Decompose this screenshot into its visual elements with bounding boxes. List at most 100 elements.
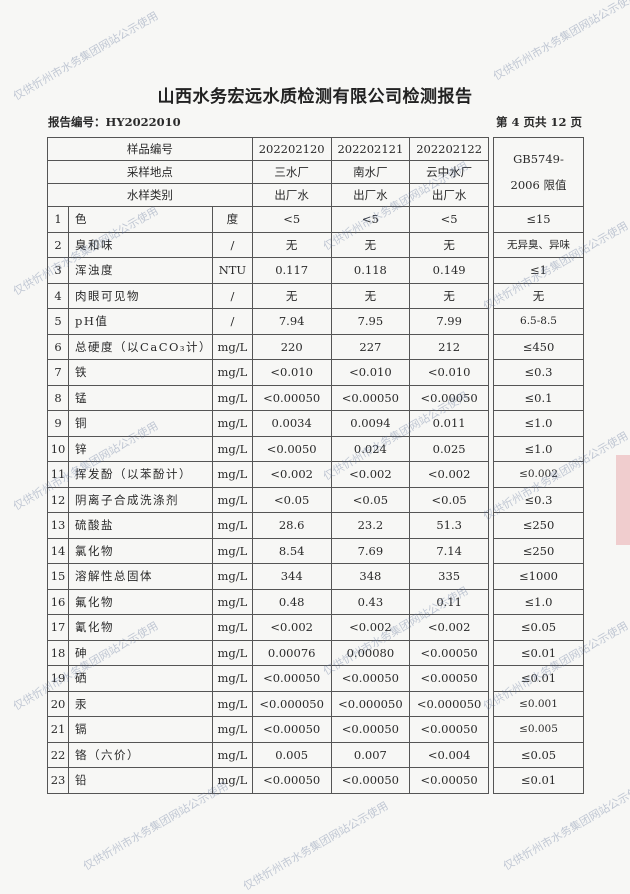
unit: mg/L [212, 486, 253, 513]
unit: mg/L [212, 665, 253, 692]
value-sample-2: <0.000050 [330, 690, 411, 717]
limit-value: ≤0.002 [493, 461, 584, 488]
limit-row: ≤0.001 [493, 690, 584, 717]
row-number: 19 [46, 665, 70, 692]
item-name: 硫酸盐 [68, 512, 214, 539]
unit: mg/L [212, 716, 253, 743]
value-sample-3: <0.010 [409, 359, 489, 386]
row-number: 4 [46, 282, 70, 309]
unit: mg/L [212, 537, 253, 564]
value-sample-3: 335 [409, 563, 489, 590]
sample-id: 202202120 [251, 137, 332, 161]
limit-value: ≤250 [493, 512, 584, 539]
limit-row: ≤1.0 [493, 588, 584, 615]
limit-row: 6.5-8.5 [493, 308, 584, 335]
limit-row: ≤0.002 [493, 461, 584, 488]
limit-row: ≤0.005 [493, 716, 584, 743]
unit: mg/L [212, 410, 253, 437]
item-name: 锰 [68, 384, 214, 411]
value-sample-2: 0.118 [330, 257, 411, 284]
unit: / [212, 308, 253, 335]
value-sample-2: 7.69 [330, 537, 411, 564]
limit-value: ≤0.01 [493, 767, 584, 794]
value-sample-1: <0.010 [251, 359, 332, 386]
value-sample-1: 0.0034 [251, 410, 332, 437]
item-name: 锌 [68, 435, 214, 462]
sample-site: 云中水厂 [409, 160, 489, 184]
limit-header-line1: GB5749- [513, 152, 564, 166]
limit-row: ≤450 [493, 333, 584, 360]
value-sample-2: <0.00050 [330, 716, 411, 743]
unit: mg/L [212, 435, 253, 462]
value-sample-3: 无 [409, 231, 489, 258]
table-row: 15 溶解性总固体 mg/L 344 348 335 [46, 563, 489, 590]
limit-value: ≤15 [493, 206, 584, 233]
sample-type: 出厂水 [251, 183, 332, 207]
table-row: 19 硒 mg/L <0.00050 <0.00050 <0.00050 [46, 665, 489, 692]
value-sample-2: <0.05 [330, 486, 411, 513]
value-sample-2: <0.010 [330, 359, 411, 386]
limit-row: ≤0.05 [493, 614, 584, 641]
item-name: 铁 [68, 359, 214, 386]
unit: mg/L [212, 512, 253, 539]
unit: / [212, 231, 253, 258]
table-row: 14 氯化物 mg/L 8.54 7.69 7.14 [46, 537, 489, 564]
value-sample-3: 无 [409, 282, 489, 309]
limit-value: ≤1.0 [493, 588, 584, 615]
sample-site: 南水厂 [330, 160, 411, 184]
unit: mg/L [212, 333, 253, 360]
limit-row: ≤250 [493, 537, 584, 564]
limit-value: ≤1000 [493, 563, 584, 590]
value-sample-1: <0.00050 [251, 767, 332, 794]
item-name: 砷 [68, 639, 214, 666]
limit-value: 6.5-8.5 [493, 308, 584, 335]
limit-value: 无 [493, 282, 584, 309]
unit: mg/L [212, 563, 253, 590]
value-sample-1: <0.002 [251, 614, 332, 641]
table-row: 4 肉眼可见物 / 无无无 [46, 282, 489, 309]
limit-value: ≤0.3 [493, 359, 584, 386]
item-name: 镉 [68, 716, 214, 743]
item-name: 臭和味 [68, 231, 214, 258]
limit-row: ≤0.01 [493, 639, 584, 666]
row-number: 11 [46, 461, 70, 488]
value-sample-2: <0.00050 [330, 384, 411, 411]
unit: mg/L [212, 767, 253, 794]
table-row: 17 氰化物 mg/L <0.002 <0.002 <0.002 [46, 614, 489, 641]
item-name: 汞 [68, 690, 214, 717]
limit-value: ≤250 [493, 537, 584, 564]
table-row: 8 锰 mg/L <0.00050 <0.00050 <0.00050 [46, 384, 489, 411]
watermark: 仅供忻州市水务集团网站公示使用 [241, 799, 391, 893]
value-sample-1: 无 [251, 231, 332, 258]
seal-edge [616, 455, 630, 545]
table-row: 9 铜 mg/L 0.0034 0.0094 0.011 [46, 410, 489, 437]
value-sample-2: 0.43 [330, 588, 411, 615]
row-number: 8 [46, 384, 70, 411]
sample-type: 出厂水 [330, 183, 411, 207]
table-row: 10 锌 mg/L <0.0050 0.024 0.025 [46, 435, 489, 462]
value-sample-3: <0.000050 [409, 690, 489, 717]
limit-value: ≤1.0 [493, 435, 584, 462]
row-number: 20 [46, 690, 70, 717]
value-sample-1: 8.54 [251, 537, 332, 564]
value-sample-2: 348 [330, 563, 411, 590]
limit-value: 无异臭、异味 [493, 231, 584, 258]
item-name: 铬（六价） [68, 741, 214, 768]
value-sample-2: 0.007 [330, 741, 411, 768]
value-sample-1: 344 [251, 563, 332, 590]
limit-value: ≤0.05 [493, 614, 584, 641]
limit-value: ≤450 [493, 333, 584, 360]
table-row: 12 阴离子合成洗涤剂 mg/L <0.05 <0.05 <0.05 [46, 486, 489, 513]
limit-row: ≤250 [493, 512, 584, 539]
value-sample-3: <0.00050 [409, 639, 489, 666]
limit-row: ≤0.05 [493, 741, 584, 768]
table-row: 6 总硬度（以CaCO₃计） mg/L 220 227 212 [46, 333, 489, 360]
table-row: 13 硫酸盐 mg/L 28.6 23.2 51.3 [46, 512, 489, 539]
limit-header-line2: 2006 限值 [510, 178, 567, 192]
unit: mg/L [212, 588, 253, 615]
report-title: 山西水务宏远水质检测有限公司检测报告 [157, 87, 473, 107]
limit-value: ≤0.1 [493, 384, 584, 411]
limit-row: ≤0.3 [493, 359, 584, 386]
table-row: 11 挥发酚（以苯酚计） mg/L <0.002 <0.002 <0.002 [46, 461, 489, 488]
value-sample-3: 0.149 [409, 257, 489, 284]
